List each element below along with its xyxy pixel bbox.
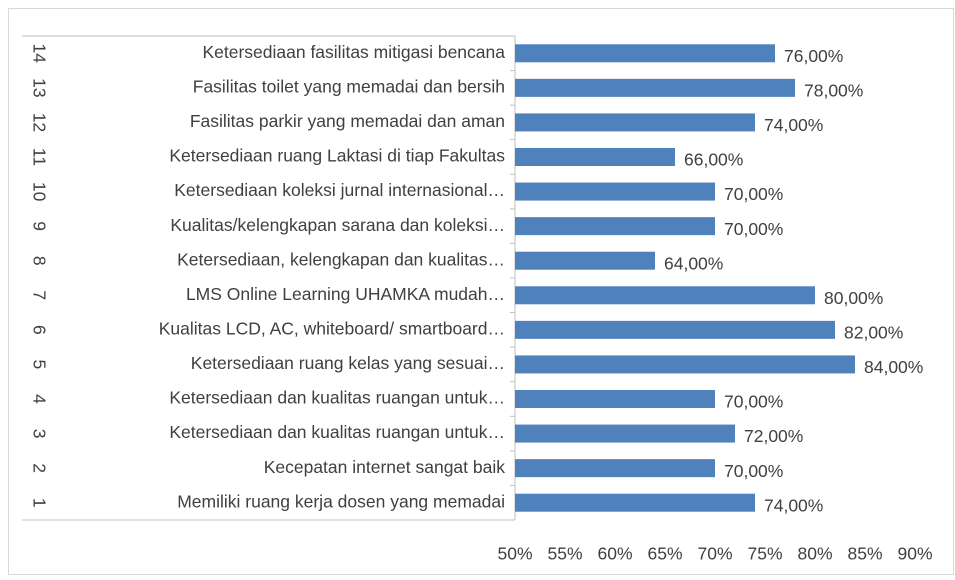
data-label: 78,00% [804, 80, 863, 100]
bar [515, 251, 655, 270]
x-tick-label: 60% [597, 544, 632, 564]
y-tick-label: Fasilitas toilet yang memadai dan bersih [193, 76, 505, 96]
data-label: 70,00% [724, 219, 783, 239]
bar [515, 320, 835, 339]
data-label: 74,00% [764, 495, 823, 515]
bar [515, 459, 715, 478]
category-number: 9 [29, 221, 49, 231]
y-tick-label: Ketersediaan dan kualitas ruangan untuk… [169, 388, 505, 408]
bar [515, 148, 675, 166]
bar [515, 78, 795, 97]
bar [515, 182, 715, 201]
data-label: 70,00% [724, 184, 783, 204]
category-number: 8 [29, 256, 49, 266]
data-label: 70,00% [724, 392, 783, 412]
y-tick-label: Ketersediaan fasilitas mitigasi bencana [202, 42, 505, 62]
category-number: 4 [29, 394, 49, 404]
y-tick-label: Ketersediaan koleksi jurnal internasiona… [174, 180, 505, 200]
data-label: 64,00% [664, 253, 723, 273]
x-tick-label: 90% [897, 544, 932, 564]
category-number: 13 [29, 78, 49, 97]
category-number: 6 [29, 325, 49, 335]
y-tick-label: Ketersediaan ruang kelas yang sesuai… [191, 353, 505, 373]
category-number: 5 [29, 360, 49, 370]
x-tick-label: 70% [697, 544, 732, 564]
y-tick-label: Kualitas LCD, AC, whiteboard/ smartboard… [159, 318, 505, 338]
bar [515, 44, 775, 63]
bar [515, 113, 755, 132]
category-number: 2 [29, 463, 49, 473]
bar [515, 355, 855, 374]
y-tick-label: Ketersediaan ruang Laktasi di tiap Fakul… [169, 146, 505, 166]
x-tick-label: 80% [797, 544, 832, 564]
bar [515, 217, 715, 236]
y-tick-label: Memiliki ruang kerja dosen yang memadai [177, 491, 505, 511]
category-number: 14 [29, 44, 49, 64]
data-label: 70,00% [724, 461, 783, 481]
y-tick-label: LMS Online Learning UHAMKA mudah… [186, 284, 505, 304]
bar [515, 390, 715, 408]
x-tick-label: 50% [497, 544, 532, 564]
x-tick-label: 55% [547, 544, 582, 564]
category-number: 10 [29, 182, 49, 202]
bar [515, 424, 735, 443]
data-label: 82,00% [844, 322, 903, 342]
data-label: 66,00% [684, 150, 743, 170]
bar [515, 286, 815, 305]
bar [515, 493, 755, 512]
x-tick-label: 65% [647, 544, 682, 564]
data-label: 76,00% [784, 46, 843, 66]
y-tick-label: Kualitas/kelengkapan sarana dan koleksi… [170, 215, 505, 235]
category-number: 12 [29, 113, 49, 132]
data-label: 72,00% [744, 426, 803, 446]
category-number: 11 [29, 148, 49, 166]
y-tick-label: Ketersediaan, kelengkapan dan kualitas… [177, 249, 505, 269]
category-number: 7 [29, 290, 49, 300]
category-number: 1 [29, 498, 49, 508]
data-label: 84,00% [864, 357, 923, 377]
x-tick-label: 85% [847, 544, 882, 564]
x-tick-label: 75% [747, 544, 782, 564]
data-label: 80,00% [824, 288, 883, 308]
category-number: 3 [29, 429, 49, 439]
y-tick-label: Kecepatan internet sangat baik [264, 457, 506, 477]
data-label: 74,00% [764, 115, 823, 135]
y-tick-label: Ketersediaan dan kualitas ruangan untuk… [169, 422, 505, 442]
y-tick-label: Fasilitas parkir yang memadai dan aman [190, 111, 505, 131]
